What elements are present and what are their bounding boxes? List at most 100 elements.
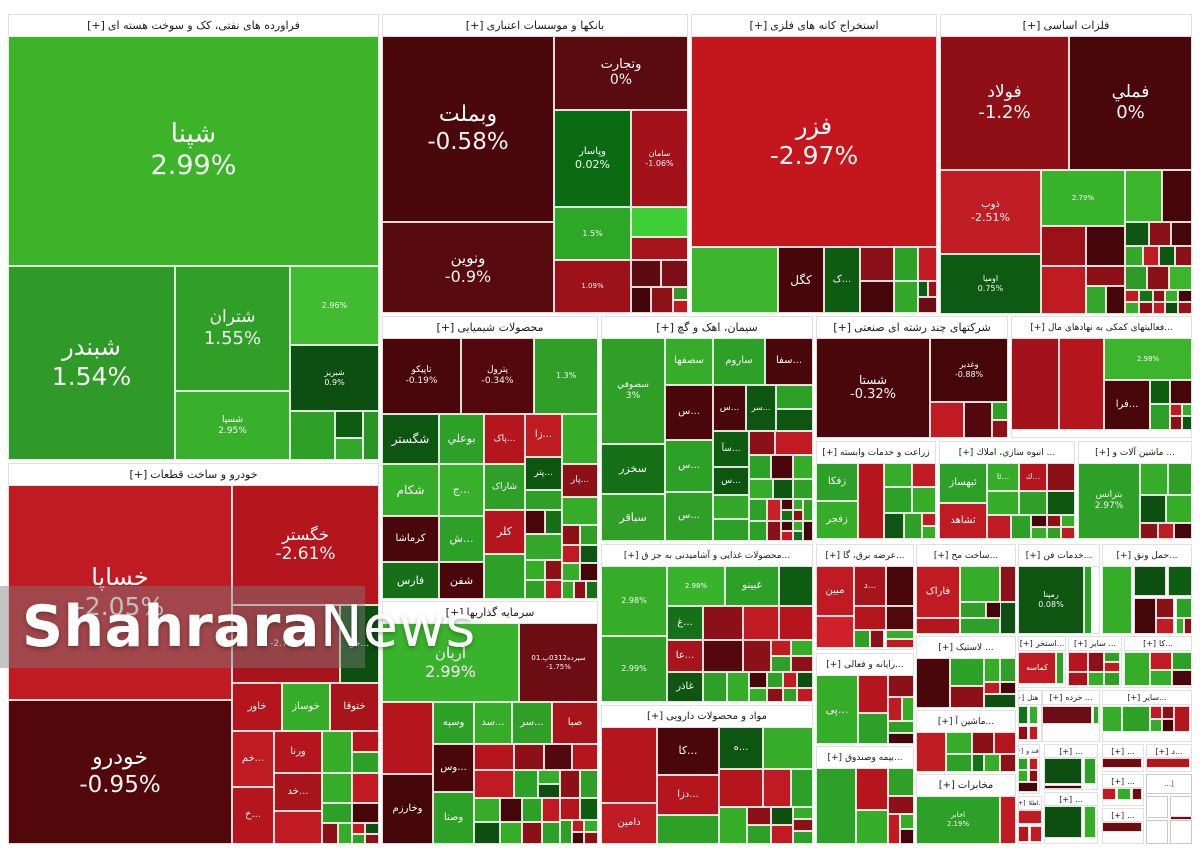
tile-mini-d-0[interactable]: [1044, 806, 1082, 838]
tile-chemicals-16[interactable]: فارس: [382, 562, 439, 599]
sector-header-hotel[interactable]: ... هتل[+]: [1019, 691, 1041, 705]
tile-investments-19[interactable]: [580, 770, 598, 798]
tile-basic-metals-8[interactable]: [1086, 226, 1125, 266]
tile-metal-ores-0[interactable]: فزر -2.97%: [691, 36, 937, 247]
tile-metal-ores-8[interactable]: [894, 281, 918, 313]
tile-mini-c-1[interactable]: [1117, 788, 1131, 800]
tile-basic-metals-12[interactable]: [1149, 222, 1171, 246]
tile-investments-1[interactable]: سپرده0312پ.01 -1.75%: [519, 623, 598, 702]
tile-auto-21[interactable]: [338, 823, 352, 844]
tile-etela-0[interactable]: [1018, 810, 1042, 824]
tile-chemicals-19[interactable]: [562, 497, 598, 525]
tile-computer-0[interactable]: ...پی: [816, 675, 858, 744]
tile-pharma-3[interactable]: دامین: [601, 803, 657, 844]
tile-financial-aux-10[interactable]: [1182, 416, 1192, 430]
sector-header-retail[interactable]: ... خرده [+]: [1043, 691, 1099, 705]
tile-machinery2-3[interactable]: [994, 732, 1016, 754]
tile-mini-a-0[interactable]: [1044, 758, 1082, 784]
expand-icon[interactable]: [+]: [938, 780, 955, 791]
tile-cement-0[interactable]: سصوفي 3%: [601, 338, 665, 444]
tile-banks-7[interactable]: [631, 237, 688, 260]
tile-power-1[interactable]: [816, 616, 854, 648]
tile-power-6[interactable]: [854, 630, 870, 648]
tile-investments-4[interactable]: ...سد: [474, 702, 512, 744]
sector-header-banks[interactable]: بانکها و موسسات اعتباری [+]: [383, 15, 687, 37]
tile-food-5[interactable]: ...غ: [667, 606, 703, 640]
tile-food-12[interactable]: [743, 640, 771, 672]
tile-real-estate-4[interactable]: [1047, 463, 1075, 491]
tile-investments-10[interactable]: [474, 744, 514, 770]
tile-basic-metals-31[interactable]: [1165, 302, 1178, 314]
tile-other1-4[interactable]: [1068, 672, 1088, 686]
tile-food-13[interactable]: [771, 640, 791, 656]
expand-icon[interactable]: [+]: [129, 468, 148, 481]
tile-cement-22[interactable]: [749, 479, 773, 499]
tile-power-7[interactable]: [870, 630, 884, 648]
tile-cement-33[interactable]: [767, 521, 781, 541]
sector-header-mini-a[interactable]: ... [+]: [1045, 745, 1097, 758]
tile-investments-13[interactable]: [572, 744, 598, 770]
tile-basic-metals-11[interactable]: [1125, 222, 1149, 246]
tile-metal-ores-4[interactable]: [860, 247, 894, 281]
tile-ka-1[interactable]: [1150, 652, 1172, 670]
tile-banks-6[interactable]: [631, 207, 688, 237]
tile-etela-2[interactable]: [1030, 826, 1042, 842]
expand-icon[interactable]: [+]: [1111, 810, 1125, 820]
tile-oil-4[interactable]: 2.96%: [290, 266, 379, 345]
tile-agriculture-7[interactable]: [884, 513, 904, 539]
tile-cement-16[interactable]: [775, 431, 813, 455]
tile-ka-2[interactable]: [1172, 652, 1192, 670]
tile-financial-aux-1[interactable]: [1059, 338, 1104, 430]
tile-food-6[interactable]: ...عا: [667, 640, 703, 672]
tile-food-8[interactable]: [703, 606, 743, 640]
tile-ka-4[interactable]: [1172, 670, 1192, 686]
tile-banks-0[interactable]: وبملت -0.58%: [382, 36, 554, 222]
sector-header-cement[interactable]: سیمان، اهک و گچ [+]: [602, 317, 812, 339]
expand-icon[interactable]: [+]: [1127, 693, 1141, 702]
sector-header-basic-metals[interactable]: فلزات اساسی [+]: [941, 15, 1191, 37]
tile-insurance-7[interactable]: [900, 829, 914, 844]
tile-auto-3[interactable]: -2.78%: [232, 605, 340, 683]
tile-mini-a-1[interactable]: [1084, 758, 1096, 784]
tile-agriculture-10[interactable]: [922, 526, 936, 539]
tile-mini-c-2[interactable]: [1132, 788, 1142, 800]
tile-computer-1[interactable]: [858, 675, 888, 713]
tile-telecom-0[interactable]: اخابر 2.19%: [916, 796, 1000, 844]
tile-basic-metals-2[interactable]: ذوب -2.51%: [940, 170, 1041, 254]
tile-power-0[interactable]: مبین: [816, 566, 854, 616]
tile-multi-industry-5[interactable]: [992, 420, 1008, 438]
tile-transport-2[interactable]: [1168, 566, 1192, 596]
tile-tech-services-0[interactable]: رمپنا 0.08%: [1018, 566, 1084, 634]
sector-header-machinery[interactable]: ... ماشین آلات و [+]: [1079, 442, 1191, 464]
tile-real-estate-15[interactable]: [1061, 527, 1075, 539]
tile-cement-4[interactable]: ساروم: [713, 338, 765, 385]
tile-oil-2[interactable]: شتران 1.55%: [175, 266, 290, 391]
tile-agriculture-5[interactable]: [884, 487, 912, 513]
tile-basic-metals-4[interactable]: 2.79%: [1041, 170, 1125, 226]
tile-cement-27[interactable]: [781, 499, 793, 510]
tile-auto-22[interactable]: [352, 823, 365, 834]
tile-white-group-2[interactable]: [1170, 796, 1192, 818]
tile-auto-20[interactable]: [322, 823, 338, 844]
tile-transport-1[interactable]: [1134, 566, 1166, 596]
expand-icon[interactable]: [+]: [1059, 746, 1073, 756]
tile-agriculture-9[interactable]: [922, 513, 936, 526]
tile-chemicals-20[interactable]: [484, 554, 525, 599]
tile-food-11[interactable]: [703, 640, 743, 672]
tile-power-3[interactable]: [886, 566, 914, 606]
tile-metal-products-0[interactable]: فاراک: [916, 566, 960, 618]
expand-icon[interactable]: [+]: [1049, 693, 1063, 702]
tile-investments-11[interactable]: [514, 744, 544, 770]
tile-oil-7[interactable]: [335, 411, 363, 438]
tile-agriculture-6[interactable]: [912, 487, 936, 513]
tile-cement-21[interactable]: [713, 519, 749, 541]
tile-agriculture-0[interactable]: زفکا: [816, 463, 858, 501]
tile-real-estate-11[interactable]: [1031, 527, 1047, 539]
sector-header-mini-d[interactable]: ... [+]: [1045, 793, 1097, 806]
tile-machinery-2[interactable]: [1168, 463, 1192, 495]
tile-sugar-2[interactable]: [1018, 770, 1028, 782]
expand-icon[interactable]: [+]: [958, 447, 974, 458]
tile-food-10[interactable]: [779, 606, 813, 640]
sector-header-chemicals[interactable]: محصولات شیمیایی [+]: [383, 317, 597, 339]
tile-investments-29[interactable]: [580, 798, 598, 820]
